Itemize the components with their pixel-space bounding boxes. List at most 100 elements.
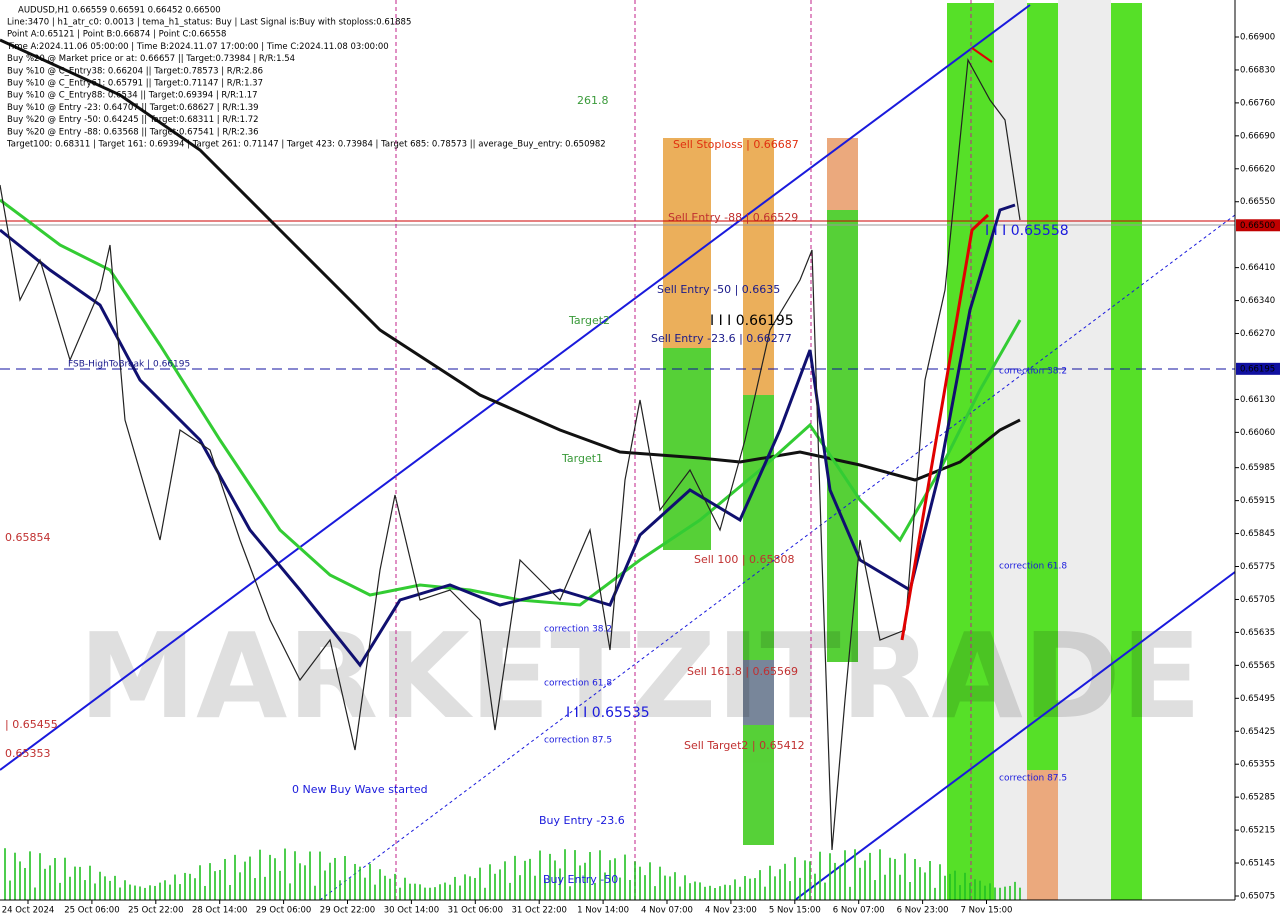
volume-bar (514, 855, 516, 900)
label: 261.8 (577, 94, 609, 107)
tick-label: 25 Oct 22:00 (128, 906, 183, 916)
label: correction 38.2 (544, 625, 612, 635)
channel-line (0, 4, 1031, 771)
tick-label: 0.65355 (1240, 760, 1275, 770)
volume-bar (789, 881, 791, 900)
volume-bar (594, 882, 596, 900)
volume-bar (774, 876, 776, 900)
symbol: AUDUSD,H1 0.66559 0.66591 0.66452 0.6650… (18, 6, 221, 16)
volume-bar (844, 850, 846, 900)
volume-bar (739, 886, 741, 900)
zone-overlap (743, 660, 774, 725)
volume-bar (4, 848, 6, 900)
overlays (0, 0, 1236, 901)
tick-label: 0.66550 (1240, 197, 1275, 207)
volume-bar (804, 860, 806, 900)
label: correction 38.2 (999, 367, 1067, 377)
volume-bar (659, 866, 661, 900)
volume-bar (634, 861, 636, 900)
header-line: Buy %20 @ Entry -88: 0.63568 || Target:0… (7, 127, 259, 137)
volume-bar (1019, 887, 1021, 900)
volume-bar (129, 884, 131, 900)
volume-bar (459, 885, 461, 900)
volume-bar (259, 849, 261, 900)
volume-bar (19, 861, 21, 900)
label: Buy Entry -50 (543, 873, 618, 886)
tick-label: 25 Oct 06:00 (64, 906, 119, 916)
volume-bar (529, 858, 531, 900)
volume-bar (334, 857, 336, 900)
volume-bar (744, 876, 746, 900)
volume-bar (314, 885, 316, 900)
label: I I I 0.65558 (985, 223, 1069, 239)
volume-bar (1009, 885, 1011, 900)
volume-bar (874, 880, 876, 900)
volume-bar (34, 887, 36, 900)
header-line: Buy %20 @ Market price or at: 0.66657 ||… (7, 54, 295, 64)
buy-zone (1027, 3, 1058, 770)
volume-bar (79, 866, 81, 900)
wave-line (971, 47, 993, 63)
volume-bar (519, 875, 521, 900)
volume-bar (664, 875, 666, 900)
tick-label: 31 Oct 22:00 (511, 906, 566, 916)
volume-bar (534, 875, 536, 900)
volume-bar (699, 882, 701, 900)
volume-bar (859, 867, 861, 900)
volume-bar (94, 883, 96, 900)
volume-bar (899, 874, 901, 900)
volume-bar (184, 872, 186, 900)
watermark: MARKETZITRADE (79, 607, 1202, 745)
label: Buy Entry -23.6 (539, 814, 625, 827)
volume-bar (304, 865, 306, 900)
header-line: Buy %10 @ C_Entry38: 0.66204 || Target:0… (7, 66, 263, 76)
channel-line (319, 214, 1236, 901)
volume-bar (799, 877, 801, 900)
label: Sell Entry -23.6 | 0.66277 (651, 332, 792, 345)
price-axis: 0.66900 0.66830 0.66760 0.66690 0.66620 0.665… (1235, 33, 1280, 901)
label: FSB-HighToBreak | 0.66195 (68, 360, 190, 370)
label: Target2 (568, 314, 610, 327)
volume-bar (299, 863, 301, 900)
volume-bar (324, 870, 326, 900)
volume-bar (624, 854, 626, 900)
volume-bar (984, 885, 986, 900)
volume-bar (189, 873, 191, 900)
volume-bar (704, 886, 706, 900)
volume-bar (354, 863, 356, 900)
volume-bar (434, 887, 436, 900)
volume-bar (894, 858, 896, 900)
volume-bar (464, 874, 466, 900)
volume-bar (509, 882, 511, 900)
volume-bar (949, 873, 951, 900)
tick-label: 24 Oct 2024 (2, 906, 55, 916)
label: correction 61.8 (999, 562, 1067, 572)
buy-zone (663, 348, 711, 550)
tick-label: 0.66130 (1240, 395, 1275, 405)
volume-bar (579, 865, 581, 900)
header-line: Line:3470 | h1_atr_c0: 0.0013 | tema_h1_… (7, 18, 411, 28)
volume-bar (489, 864, 491, 900)
label: Sell Entry -50 | 0.6635 (657, 283, 780, 296)
label: correction 61.8 (544, 679, 612, 689)
label: Sell Stoploss | 0.66687 (673, 138, 799, 151)
tick-label: 4 Nov 23:00 (705, 906, 757, 916)
tick-label: 0.65775 (1240, 562, 1275, 572)
volume-bar (359, 866, 361, 900)
volume-bar (794, 857, 796, 900)
tick-label: 0.65845 (1240, 529, 1275, 539)
volume-bar (474, 877, 476, 900)
volume-bar (654, 886, 656, 900)
volume-bar (904, 853, 906, 900)
tick-label: 6 Nov 23:00 (897, 906, 949, 916)
volume-bar (14, 852, 16, 900)
volume-bar (819, 851, 821, 900)
session-band (1058, 0, 1111, 900)
volume-bar (809, 861, 811, 900)
volume-bar (119, 887, 121, 900)
tick-label: 0.65565 (1240, 661, 1275, 671)
tick-label: 29 Oct 06:00 (256, 906, 311, 916)
volume-bar (764, 886, 766, 900)
tick-label: 31 Oct 06:00 (448, 906, 503, 916)
